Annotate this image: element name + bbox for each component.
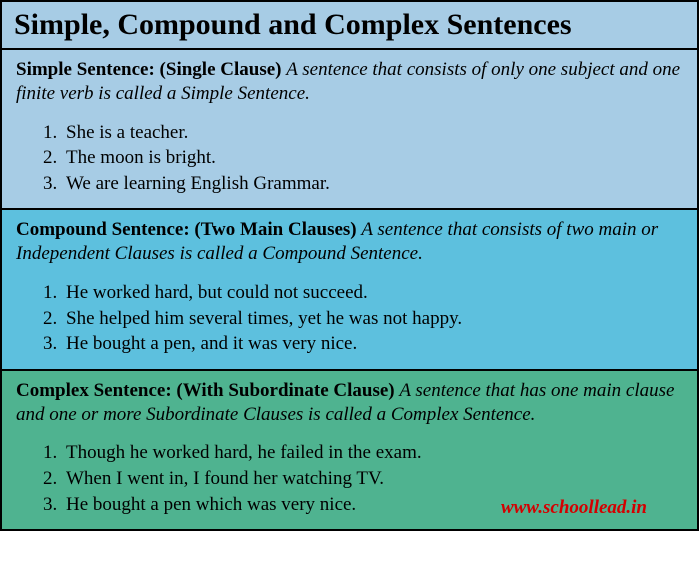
simple-qualifier: (Single Clause)	[160, 59, 282, 80]
compound-definition: Compound Sentence: (Two Main Clauses) A …	[16, 218, 683, 266]
simple-examples: She is a teacher. The moon is bright. We…	[62, 120, 683, 197]
grammar-table: Simple, Compound and Complex Sentences S…	[0, 0, 699, 531]
watermark: www.schoollead.in	[501, 497, 647, 519]
compound-name: Compound Sentence:	[16, 219, 190, 240]
simple-definition: Simple Sentence: (Single Clause) A sente…	[16, 58, 683, 106]
section-compound: Compound Sentence: (Two Main Clauses) A …	[2, 210, 697, 370]
compound-qualifier: (Two Main Clauses)	[194, 219, 356, 240]
list-item: She helped him several times, yet he was…	[62, 306, 683, 332]
list-item: We are learning English Grammar.	[62, 171, 683, 197]
list-item: She is a teacher.	[62, 120, 683, 146]
simple-name: Simple Sentence:	[16, 59, 155, 80]
section-simple: Simple Sentence: (Single Clause) A sente…	[2, 50, 697, 210]
list-item: When I went in, I found her watching TV.	[62, 466, 683, 492]
page-title: Simple, Compound and Complex Sentences	[14, 8, 685, 42]
compound-examples: He worked hard, but could not succeed. S…	[62, 280, 683, 357]
complex-definition: Complex Sentence: (With Subordinate Clau…	[16, 379, 683, 427]
title-row: Simple, Compound and Complex Sentences	[2, 2, 697, 50]
list-item: He bought a pen, and it was very nice.	[62, 331, 683, 357]
complex-name: Complex Sentence:	[16, 380, 172, 401]
complex-qualifier: (With Subordinate Clause)	[176, 380, 394, 401]
list-item: Though he worked hard, he failed in the …	[62, 440, 683, 466]
list-item: He worked hard, but could not succeed.	[62, 280, 683, 306]
list-item: The moon is bright.	[62, 145, 683, 171]
section-complex: Complex Sentence: (With Subordinate Clau…	[2, 371, 697, 529]
